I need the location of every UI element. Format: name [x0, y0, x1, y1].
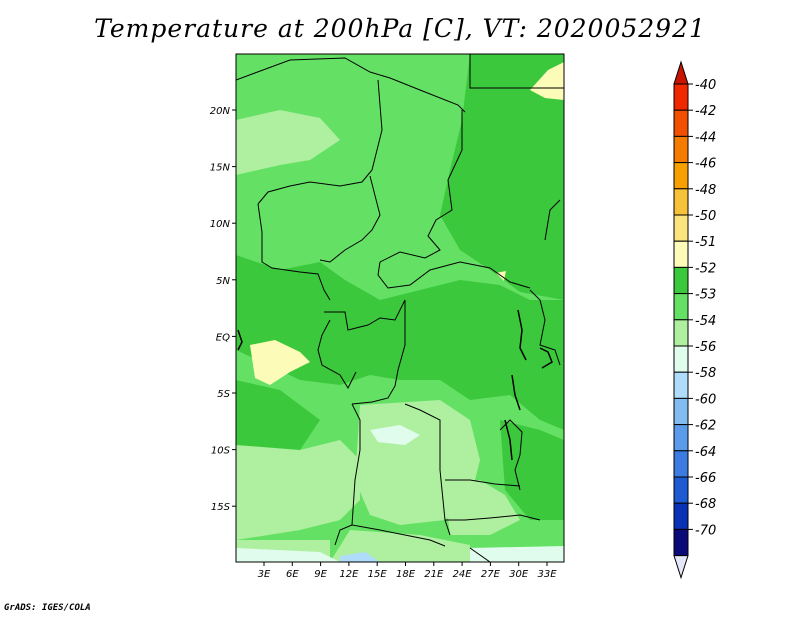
- colorbar-top-arrow: [673, 60, 689, 85]
- colorbar-label: -46: [695, 157, 716, 172]
- lon-label: 30E: [509, 569, 529, 580]
- lon-label: 6E: [286, 569, 299, 580]
- map-title: Temperature at 200hPa [C], VT: 202005292…: [94, 14, 706, 43]
- colorbar-swatch: [673, 371, 689, 399]
- lat-label: 10N: [210, 219, 231, 230]
- colorbar-swatch: [673, 293, 689, 321]
- colorbar-swatch: [673, 83, 689, 111]
- lon-label: 15E: [368, 569, 388, 580]
- colorbar-label: -53: [695, 288, 716, 303]
- colorbar-swatch: [673, 109, 689, 137]
- colorbar-swatch: [673, 135, 689, 164]
- colorbar: -40 -42 -44 -46 -48 -50 -51 -52 -53 -54 -56 -58 -60 -…: [673, 60, 716, 580]
- colorbar-label: -44: [695, 130, 716, 145]
- colorbar-label: -42: [695, 104, 716, 119]
- lat-label: EQ: [216, 332, 230, 343]
- grads-credit: GrADS: IGES/COLA: [4, 603, 91, 613]
- colorbar-label: -68: [695, 497, 716, 512]
- colorbar-swatch: [673, 345, 689, 373]
- colorbar-swatch: [673, 162, 689, 190]
- colorbar-swatch: [673, 188, 689, 216]
- colorbar-label: -51: [695, 235, 716, 250]
- colorbar-swatch: [673, 214, 689, 242]
- colorbar-swatch: [673, 528, 689, 557]
- colorbar-swatch: [673, 319, 689, 347]
- colorbar-swatch: [673, 450, 689, 478]
- lat-label: 10S: [211, 446, 231, 457]
- colorbar-swatch: [673, 502, 689, 530]
- lakes-coastline: [237, 309, 553, 461]
- colorbar-label: -40: [695, 78, 716, 93]
- country-borders: [236, 54, 564, 562]
- lon-label: 24E: [453, 569, 473, 580]
- colorbar-swatch: [673, 397, 689, 426]
- colorbar-label: -56: [695, 340, 716, 355]
- lon-label: 12E: [339, 569, 359, 580]
- lon-label: 18E: [396, 569, 416, 580]
- lon-label: 9E: [314, 569, 327, 580]
- colorbar-swatch: [673, 266, 689, 295]
- latitude-axis: 20N 15N 10N 5N EQ 5S 10S 15S: [210, 106, 236, 513]
- colorbar-label: -50: [695, 209, 716, 224]
- colorbar-label: -62: [695, 419, 716, 434]
- colorbar-label: -60: [695, 392, 716, 407]
- colorbar-label: -66: [695, 471, 716, 486]
- colorbar-swatch: [673, 476, 689, 504]
- lat-label: 15N: [210, 163, 231, 174]
- longitude-axis: 3E 6E 9E 12E 15E 18E 21E 24E 27E 30E 33E: [258, 562, 557, 580]
- colorbar-swatch: [673, 240, 689, 268]
- colorbar-label: -64: [695, 445, 716, 460]
- colorbar-bottom-arrow: [673, 555, 689, 580]
- colorbar-label: -48: [695, 183, 716, 198]
- lon-label: 3E: [258, 569, 271, 580]
- lat-label: 5S: [217, 389, 230, 400]
- lat-label: 20N: [210, 106, 231, 117]
- colorbar-label: -52: [695, 261, 716, 276]
- map-frame: [235, 53, 565, 563]
- colorbar-label: -70: [695, 523, 716, 538]
- lon-label: 33E: [537, 569, 557, 580]
- temperature-field: [236, 54, 564, 562]
- colorbar-label: -54: [695, 314, 716, 329]
- lat-label: 15S: [211, 502, 231, 513]
- lat-label: 5N: [216, 276, 230, 287]
- lon-label: 21E: [424, 569, 444, 580]
- colorbar-label: -58: [695, 366, 716, 381]
- lon-label: 27E: [481, 569, 501, 580]
- colorbar-swatch: [673, 424, 689, 452]
